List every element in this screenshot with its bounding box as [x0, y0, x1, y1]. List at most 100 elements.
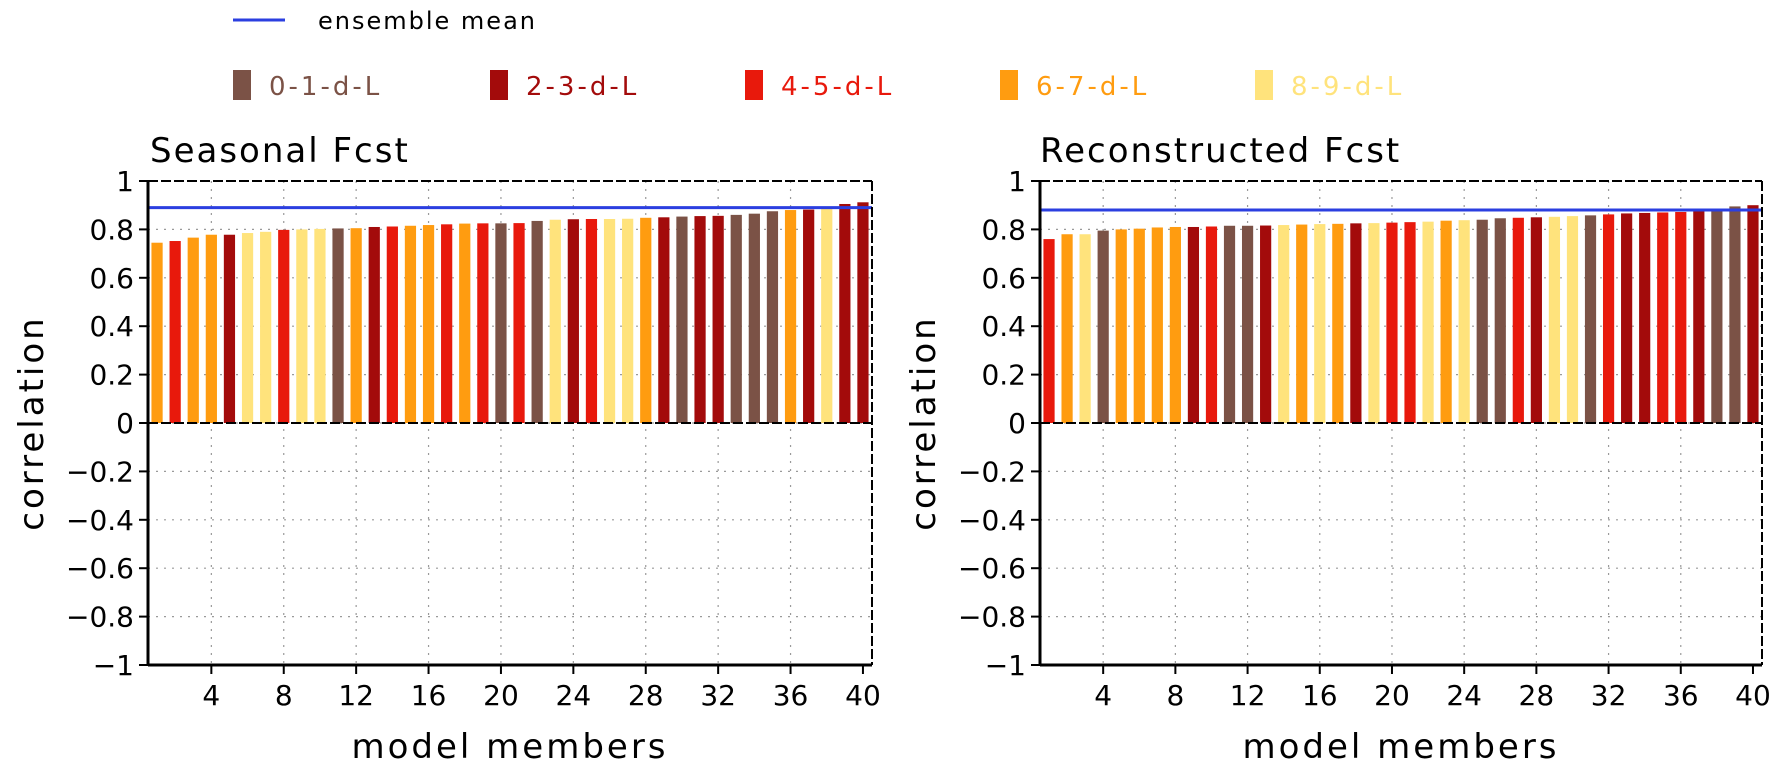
chart-panel-0: Seasonal Fcst −1 −0.8 −0.6 −0.4 −0.2 0 0.2 0.4 0.…: [12, 131, 881, 767]
bar-member-24: [1458, 220, 1470, 423]
bar-member-23: [1440, 220, 1452, 423]
bar-member-25: [1476, 219, 1488, 423]
bar-member-31: [694, 216, 706, 423]
x-tick-label: 20: [483, 679, 519, 712]
legend-label-0: 0-1-d-L: [269, 72, 382, 102]
bar-member-5: [1115, 229, 1127, 423]
bar-member-19: [477, 223, 489, 423]
bar-member-32: [1602, 214, 1615, 423]
y-tick-label: 0: [116, 407, 134, 440]
bar-member-12: [350, 228, 362, 423]
y-tick-label: 1: [116, 165, 134, 198]
x-tick-label: 24: [556, 679, 592, 712]
bar-member-1: [151, 242, 163, 423]
bar-member-3: [1079, 234, 1091, 423]
bar-member-30: [1566, 216, 1579, 423]
y-tick-label: −0.8: [958, 601, 1026, 634]
bar-member-36: [1675, 211, 1687, 423]
bar-member-20: [1386, 222, 1398, 423]
chart-title: Seasonal Fcst: [150, 131, 410, 171]
bar-member-8: [278, 229, 290, 423]
legend-swatch-1: [490, 70, 508, 100]
bar-member-38: [821, 208, 833, 423]
bar-member-11: [332, 228, 344, 423]
x-tick-label: 12: [338, 679, 374, 712]
x-tick-label: 40: [845, 679, 881, 712]
legend-swatch-3: [1000, 70, 1018, 100]
y-tick-label: −1: [93, 649, 134, 682]
y-tick-label: −0.8: [66, 601, 134, 634]
legend-label-3: 6-7-d-L: [1036, 72, 1149, 102]
bar-member-26: [1494, 218, 1506, 423]
bar-member-31: [1584, 215, 1597, 423]
bar-member-7: [1151, 227, 1163, 423]
bar-member-18: [459, 223, 471, 423]
x-tick-label: 12: [1230, 679, 1266, 712]
y-tick-label: 0.8: [981, 213, 1026, 246]
bar-member-35: [1657, 212, 1669, 423]
y-tick-label: 0.4: [89, 310, 134, 343]
bar-member-10: [1205, 226, 1218, 423]
bar-member-17: [441, 224, 453, 423]
bar-member-26: [603, 218, 616, 423]
x-tick-label: 28: [1519, 679, 1555, 712]
y-tick-label: −0.6: [958, 552, 1026, 585]
x-axis-label: model members: [351, 727, 668, 767]
bar-member-13: [368, 226, 380, 423]
y-tick-label: −0.4: [66, 504, 134, 537]
chart-panel-1: Reconstructed Fcst −1 −0.8 −0.6 −0.4 −0.2 0 0.2…: [904, 131, 1771, 767]
x-tick-label: 32: [700, 679, 736, 712]
bar-member-29: [1548, 216, 1561, 423]
bar-member-39: [1729, 206, 1741, 423]
y-tick-label: 0.2: [981, 359, 1026, 392]
bar-member-11: [1223, 225, 1236, 423]
bar-member-13: [1260, 225, 1272, 423]
chart-panels: Seasonal Fcst −1 −0.8 −0.6 −0.4 −0.2 0 0.2 0.4 0.…: [12, 131, 1771, 767]
bar-member-9: [1187, 226, 1200, 423]
bar-member-1: [1043, 239, 1055, 423]
x-tick-label: 4: [202, 679, 220, 712]
bar-member-15: [1296, 224, 1308, 423]
bar-member-37: [803, 209, 815, 423]
x-tick-label: 16: [1302, 679, 1338, 712]
bar-member-14: [386, 226, 398, 423]
bar-member-2: [169, 241, 181, 423]
bar-member-2: [1061, 234, 1073, 423]
bar-member-5: [223, 234, 236, 423]
legend: ensemble mean 0-1-d-L 2-3-d-L 4-5-d-L 6-7-d…: [233, 7, 1404, 102]
bar-member-25: [585, 218, 598, 423]
bar-member-27: [1512, 217, 1524, 423]
x-tick-label: 8: [275, 679, 293, 712]
bar-member-32: [712, 215, 724, 423]
legend-ensemble-mean-label: ensemble mean: [318, 7, 537, 35]
legend-swatch-0: [233, 70, 251, 100]
legend-swatch-4: [1255, 70, 1273, 100]
y-tick-label: 0: [1008, 407, 1026, 440]
bar-member-33: [1621, 213, 1633, 423]
y-tick-label: −0.6: [66, 552, 134, 585]
y-tick-label: 0.4: [981, 310, 1026, 343]
x-tick-label: 8: [1166, 679, 1184, 712]
y-tick-label: −1: [985, 649, 1026, 682]
bar-member-21: [513, 223, 525, 423]
x-tick-label: 36: [1663, 679, 1699, 712]
bar-member-22: [1422, 221, 1434, 423]
y-tick-label: 0.2: [89, 359, 134, 392]
bar-member-40: [1747, 205, 1759, 423]
bar-member-34: [1639, 212, 1651, 423]
legend-groups: 0-1-d-L 2-3-d-L 4-5-d-L 6-7-d-L 8-9-d-L: [233, 70, 1404, 102]
x-tick-label: 4: [1094, 679, 1112, 712]
bar-member-37: [1693, 211, 1705, 423]
bar-member-12: [1241, 225, 1254, 423]
bar-member-34: [748, 213, 760, 423]
bar-member-9: [296, 229, 308, 423]
bar-member-10: [314, 228, 326, 423]
y-tick-label: −0.4: [958, 504, 1026, 537]
y-axis-label: correlation: [12, 315, 52, 530]
bar-member-8: [1169, 226, 1181, 423]
legend-label-4: 8-9-d-L: [1291, 72, 1404, 102]
bar-member-39: [839, 203, 851, 423]
bar-member-28: [1530, 217, 1542, 423]
